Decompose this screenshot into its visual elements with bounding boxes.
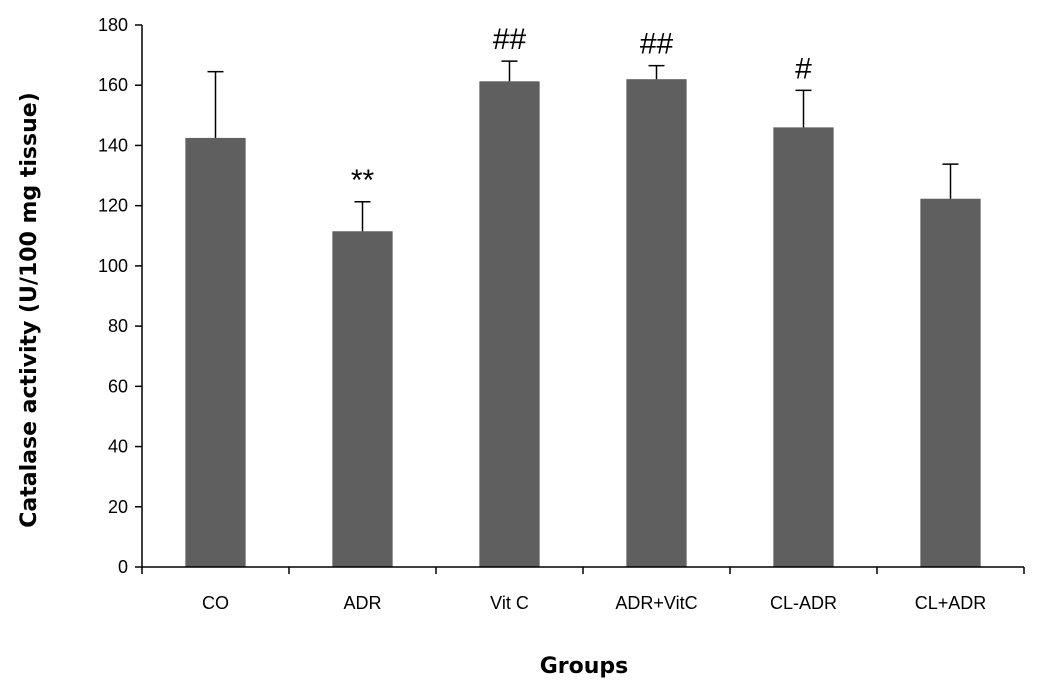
significance-annotations: **## ### [351, 23, 812, 197]
y-axis-title: Catalase activity (U/100 mg tissue) [17, 92, 42, 528]
x-tick-label: CO [202, 593, 229, 613]
bar [479, 81, 540, 568]
significance-label: # [795, 52, 812, 85]
bar [626, 79, 687, 567]
y-tick-label: 40 [108, 437, 128, 457]
bar [185, 137, 246, 567]
x-tick-label: ADR [343, 593, 381, 613]
y-tick-label: 80 [108, 316, 128, 336]
x-tick-label: Vit C [490, 593, 529, 613]
y-tick-label: 140 [98, 135, 128, 155]
x-tick-label: CL-ADR [770, 593, 837, 613]
y-tick-label: 0 [118, 557, 128, 577]
y-tick-label: 120 [98, 196, 128, 216]
bar [773, 127, 834, 567]
y-tick-label: 180 [98, 15, 128, 35]
significance-label: ## [493, 23, 527, 56]
x-axis-ticks: CO ADR Vit C ADR+VitC CL-ADR CL+ADR [141, 567, 1025, 613]
x-tick-label: CL+ADR [915, 593, 987, 613]
significance-label: ## [640, 28, 674, 61]
x-tick-label: ADR+VitC [615, 593, 697, 613]
significance-label: ** [351, 164, 375, 197]
y-tick-label: 60 [108, 376, 128, 396]
bar [332, 231, 393, 567]
y-tick-label: 160 [98, 75, 128, 95]
y-tick-label: 100 [98, 256, 128, 276]
bars [185, 79, 981, 568]
bar [920, 198, 981, 568]
x-axis-title: Groups [540, 654, 629, 679]
y-tick-label: 20 [108, 497, 128, 517]
error-bars [207, 60, 959, 232]
y-axis-ticks: 0 20 40 60 80 100 120 140 160 180 [98, 15, 142, 577]
